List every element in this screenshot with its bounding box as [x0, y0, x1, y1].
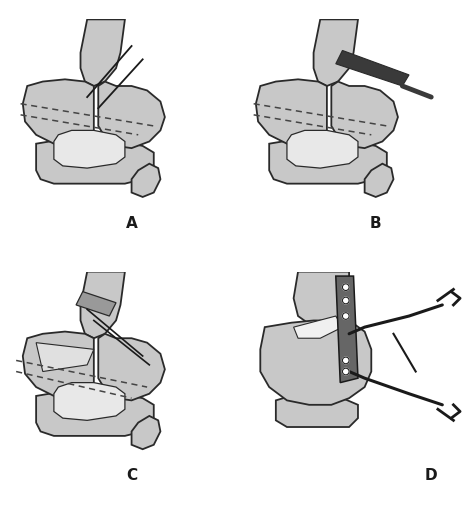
Polygon shape [76, 291, 116, 316]
Polygon shape [36, 139, 154, 184]
Circle shape [342, 368, 349, 375]
Polygon shape [336, 276, 358, 383]
Polygon shape [36, 343, 94, 371]
Polygon shape [54, 130, 125, 168]
Polygon shape [132, 416, 160, 449]
Polygon shape [23, 80, 94, 146]
Polygon shape [36, 391, 154, 436]
Text: A: A [126, 216, 137, 231]
Polygon shape [260, 321, 371, 405]
Polygon shape [293, 272, 349, 327]
Circle shape [342, 313, 349, 320]
Circle shape [342, 284, 349, 290]
Polygon shape [287, 130, 358, 168]
Text: B: B [370, 216, 382, 231]
Polygon shape [81, 272, 125, 338]
Polygon shape [132, 164, 160, 197]
Polygon shape [293, 316, 342, 338]
Polygon shape [314, 19, 358, 86]
Polygon shape [336, 50, 409, 86]
Polygon shape [81, 19, 125, 86]
Polygon shape [98, 334, 165, 400]
Polygon shape [269, 139, 387, 184]
Polygon shape [256, 80, 327, 146]
Polygon shape [23, 331, 94, 398]
Polygon shape [98, 82, 165, 148]
Polygon shape [54, 383, 125, 420]
Circle shape [342, 297, 349, 304]
Text: C: C [126, 468, 137, 483]
Polygon shape [365, 164, 393, 197]
Circle shape [342, 357, 349, 364]
Polygon shape [331, 82, 398, 148]
Polygon shape [276, 393, 358, 427]
Text: D: D [425, 468, 438, 483]
